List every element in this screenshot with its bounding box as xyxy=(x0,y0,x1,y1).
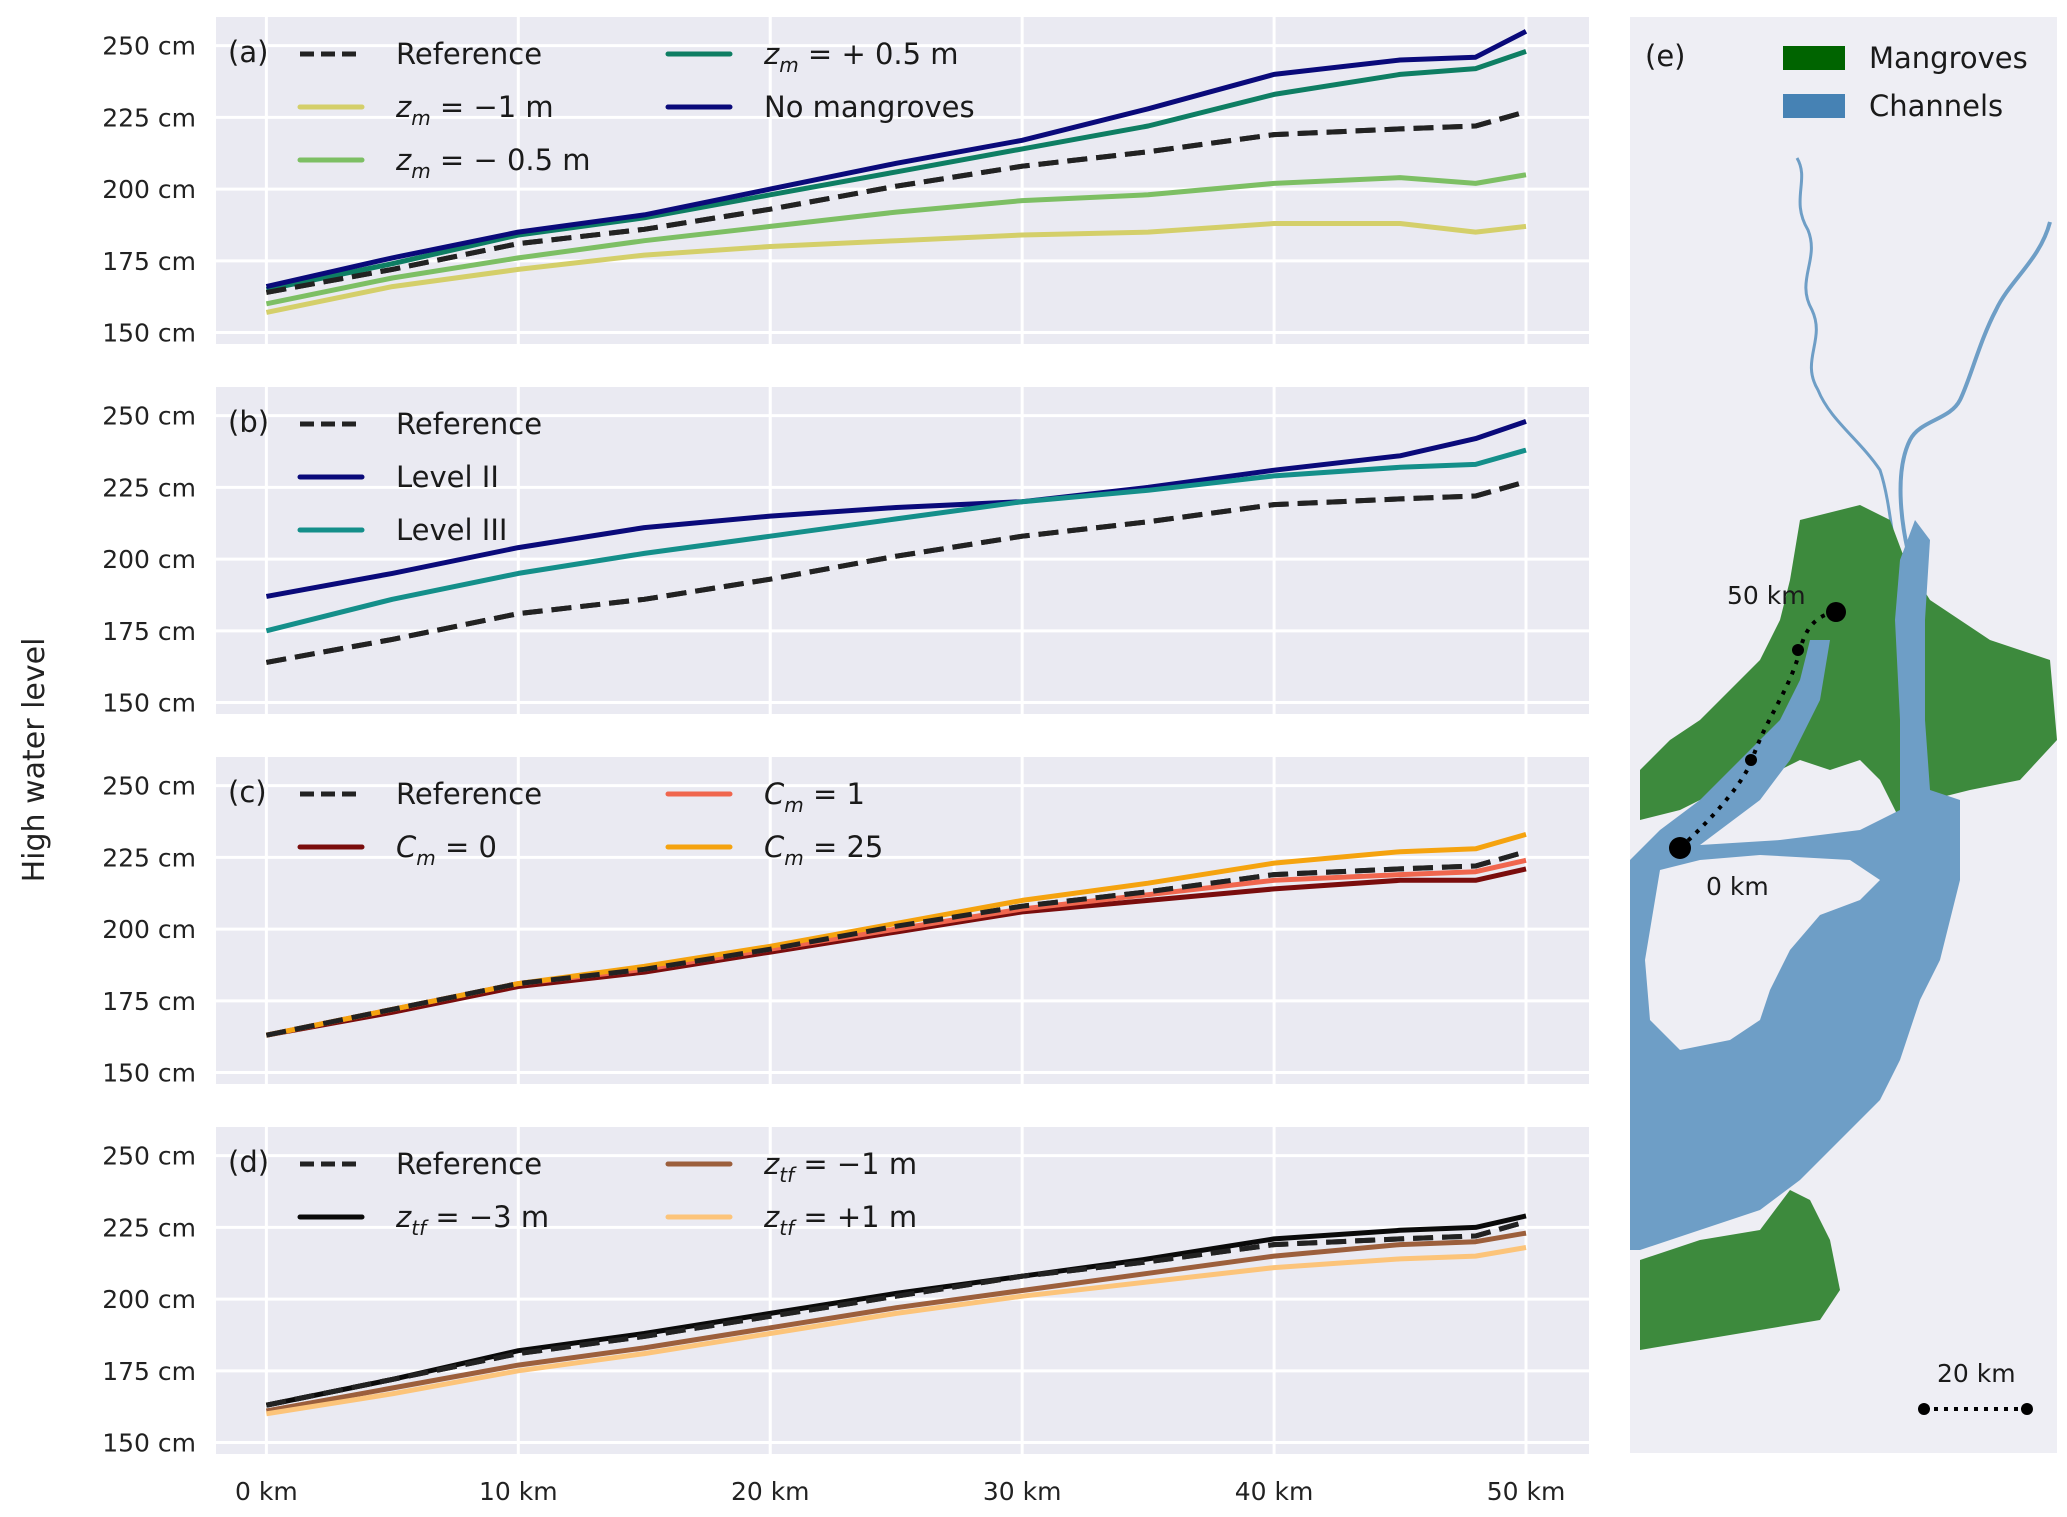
series-line-reference-overlay xyxy=(265,479,1527,665)
marker-50km xyxy=(1826,602,1846,622)
series-line-z-tf-1-m xyxy=(266,1245,1527,1417)
mangrove-south xyxy=(1640,1190,1840,1350)
legend-label: Reference xyxy=(396,1147,542,1181)
y-tick-label: 150 cm xyxy=(102,319,196,348)
river-northeast xyxy=(1898,221,2052,561)
x-tick-label: 40 km xyxy=(1235,1477,1314,1506)
x-tick-label: 30 km xyxy=(983,1477,1062,1506)
series-line-no-mangroves xyxy=(265,29,1528,290)
y-tick-label: 250 cm xyxy=(102,402,196,431)
scale-bar-start xyxy=(1918,1403,1930,1415)
legend-label-mangroves: Mangroves xyxy=(1869,41,2028,75)
legend-label: ztf = −1 m xyxy=(763,1147,917,1187)
panel-label: (d) xyxy=(228,1145,269,1179)
y-tick-label: 175 cm xyxy=(102,987,196,1016)
y-tick-label: 225 cm xyxy=(102,473,196,502)
y-tick-label: 175 cm xyxy=(102,617,196,646)
land-island-white xyxy=(1645,855,1880,1050)
river-north xyxy=(1795,157,1902,581)
scale-bar-end xyxy=(2021,1403,2033,1415)
y-tick-label: 150 cm xyxy=(102,689,196,718)
legend-label: Reference xyxy=(396,777,542,811)
y-tick-label: 200 cm xyxy=(102,545,196,574)
y-tick-label: 175 cm xyxy=(102,1357,196,1386)
y-tick-label: 200 cm xyxy=(102,175,196,204)
y-tick-label: 225 cm xyxy=(102,103,196,132)
series-line-z-tf-1-m xyxy=(265,1230,1527,1414)
marker-label-50km: 50 km xyxy=(1727,581,1806,610)
y-tick-label: 200 cm xyxy=(102,1285,196,1314)
legend-label-channels: Channels xyxy=(1869,89,2003,123)
x-tick-label: 20 km xyxy=(731,1477,810,1506)
panel-label: (c) xyxy=(228,775,267,809)
legend-label: zm = + 0.5 m xyxy=(763,37,959,77)
panel-c: 150 cm 175 cm 200 cm 225 cm 250 cm (c) Referen… xyxy=(102,757,1589,1088)
y-tick-label: 225 cm xyxy=(102,843,196,872)
panel-a: 150 cm 175 cm 200 cm 225 cm 250 cm (a) Referen… xyxy=(102,17,1589,348)
legend-label: Level II xyxy=(396,460,499,494)
y-tick-label: 225 cm xyxy=(102,1213,196,1242)
legend-swatch-mangroves xyxy=(1783,46,1845,70)
legend-label: ztf = −3 m xyxy=(395,1200,549,1240)
series-line-z-m-0-5-m xyxy=(265,49,1527,292)
y-tick-label: 150 cm xyxy=(102,1429,196,1458)
legend-label: zm = − 0.5 m xyxy=(395,143,591,183)
series-line-reference-overlay xyxy=(265,849,1527,1038)
series-line-z-m-0-5-m xyxy=(265,172,1527,307)
y-tick-label: 150 cm xyxy=(102,1059,196,1088)
y-tick-label: 200 cm xyxy=(102,915,196,944)
panel-label-e: (e) xyxy=(1645,39,1685,73)
legend-label: ztf = +1 m xyxy=(763,1200,917,1240)
mangrove-north xyxy=(1640,505,2057,820)
scale-bar-label: 20 km xyxy=(1937,1359,2016,1388)
series-line-reference-overlay xyxy=(265,109,1527,295)
legend-swatch-channels xyxy=(1783,94,1845,118)
legend-label: Reference xyxy=(396,37,542,71)
panel-d: 150 cm 175 cm 200 cm 225 cm 250 cm (d) Referen… xyxy=(102,1127,1589,1458)
x-axis-ticks: 0 km 10 km 20 km 30 km 40 km 50 km xyxy=(235,1477,1565,1506)
legend-label: Cm = 0 xyxy=(396,830,497,870)
marker-0km xyxy=(1669,837,1691,859)
legend-label: zm = −1 m xyxy=(395,90,554,130)
y-tick-label: 250 cm xyxy=(102,32,196,61)
legend-label: Reference xyxy=(396,407,542,441)
panel-label: (a) xyxy=(228,35,268,69)
panel-b: 150 cm 175 cm 200 cm 225 cm 250 cm (b) Referen… xyxy=(102,387,1589,718)
x-tick-label: 10 km xyxy=(479,1477,558,1506)
y-tick-label: 250 cm xyxy=(102,772,196,801)
series-line-reference-overlay xyxy=(265,1219,1527,1408)
legend-label: Level III xyxy=(396,513,507,547)
series-line-c-m-0 xyxy=(265,866,1527,1038)
marker-mid-1 xyxy=(1792,644,1804,656)
legend-label: No mangroves xyxy=(764,90,975,124)
x-tick-label: 50 km xyxy=(1487,1477,1566,1506)
y-tick-label: 250 cm xyxy=(102,1142,196,1171)
legend-label: Cm = 25 xyxy=(764,830,883,870)
map-panel: (e) Mangroves Channels 50 km 0 km 20 km xyxy=(1630,17,2057,1453)
marker-mid-2 xyxy=(1745,754,1757,766)
marker-label-0km: 0 km xyxy=(1706,872,1769,901)
panel-label: (b) xyxy=(228,405,269,439)
series-line-level-ii xyxy=(265,419,1527,599)
x-tick-label: 0 km xyxy=(235,1477,298,1506)
series-line-z-m-1-m xyxy=(265,221,1527,315)
legend-label: Cm = 1 xyxy=(764,777,865,817)
series-line-level-iii xyxy=(265,447,1527,634)
plot-area xyxy=(216,387,1589,714)
line-panels: 150 cm 175 cm 200 cm 225 cm 250 cm (a) Referen… xyxy=(102,17,1589,1458)
y-tick-label: 175 cm xyxy=(102,247,196,276)
y-axis-label: High water level xyxy=(17,638,52,883)
transect-dotted-line xyxy=(1678,610,1837,850)
